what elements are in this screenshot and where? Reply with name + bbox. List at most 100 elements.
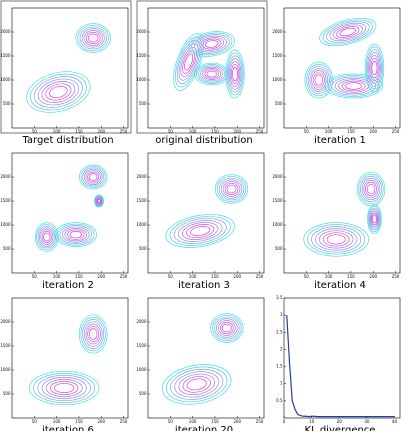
contour-line <box>33 76 83 108</box>
contour-line <box>85 170 101 184</box>
contour-line <box>180 46 197 78</box>
contour-line <box>324 73 383 99</box>
contour-line <box>49 380 79 396</box>
contour-line <box>83 321 103 347</box>
contour-line <box>226 184 237 194</box>
y-tick-label: 1000 <box>136 222 147 227</box>
contour-line <box>43 232 51 242</box>
x-tick-label: 200 <box>369 129 377 134</box>
contour-line <box>95 196 103 206</box>
contour-line <box>230 64 240 84</box>
contour-line <box>214 174 249 204</box>
contour-line <box>358 173 384 205</box>
contour-line <box>95 196 103 206</box>
contour-line <box>338 79 370 93</box>
contour-line <box>218 177 245 201</box>
contour-line <box>367 49 382 87</box>
contour-line <box>83 30 103 46</box>
contour-line <box>78 164 108 190</box>
contour-line <box>319 17 377 47</box>
contour-line <box>83 168 103 186</box>
y-tick-label: 2000 <box>136 174 147 179</box>
x-tick-label: 100 <box>53 419 61 424</box>
contour-line <box>199 37 225 51</box>
y-tick-label: 500 <box>139 391 147 396</box>
contour-line <box>186 224 215 238</box>
x-tick-label: 150 <box>75 419 83 424</box>
contour-line <box>307 224 366 255</box>
x-tick-label: 20 <box>337 419 343 424</box>
contour-line <box>322 232 350 247</box>
caption: iteration 1 <box>314 135 366 146</box>
contour-line <box>218 320 236 336</box>
contour-line <box>45 83 72 101</box>
y-tick-label: 3.5 <box>276 295 283 300</box>
x-tick-label: 150 <box>75 274 83 279</box>
y-tick-label: 500 <box>3 246 11 251</box>
contour-line <box>37 78 80 106</box>
plot-area <box>11 152 129 274</box>
x-tick-label: 150 <box>211 129 219 134</box>
contour-line <box>371 60 378 76</box>
contour-line <box>29 370 100 406</box>
contour-line <box>232 66 238 82</box>
x-tick-label: 50 <box>32 129 38 134</box>
contour-line <box>364 43 385 93</box>
contour-line <box>361 177 381 201</box>
contour-line <box>170 368 224 400</box>
x-tick-label: 250 <box>120 419 128 424</box>
contour-line <box>87 325 100 343</box>
contour-line <box>49 85 68 99</box>
plot-area <box>147 152 265 274</box>
caption: iteration 20 <box>175 425 233 431</box>
contour-line <box>166 366 228 403</box>
contour-line <box>79 26 107 50</box>
contour-line <box>212 314 242 342</box>
contour-line <box>370 211 379 227</box>
contour-line <box>306 63 332 97</box>
contour-line <box>188 31 236 57</box>
contour-line <box>30 73 87 111</box>
contour-line <box>227 55 243 93</box>
y-tick-label: 1000 <box>272 222 283 227</box>
plot-area <box>11 7 129 129</box>
x-tick-label: 100 <box>189 274 197 279</box>
x-tick-label: 50 <box>168 419 174 424</box>
x-tick-label: 50 <box>304 274 310 279</box>
contour-line <box>220 321 234 335</box>
x-tick-label: 150 <box>211 274 219 279</box>
y-tick-label: 1000 <box>136 77 147 82</box>
y-tick-label: 1000 <box>136 367 147 372</box>
y-tick-label: 500 <box>139 246 147 251</box>
contour-line <box>196 35 227 53</box>
x-tick-label: 50 <box>32 274 38 279</box>
contour-line <box>176 40 201 84</box>
caption: Target distribution <box>21 135 113 146</box>
contour-line <box>165 214 235 248</box>
contour-line <box>36 223 58 251</box>
contour-line <box>366 183 376 195</box>
contour-line <box>41 230 52 244</box>
contour-line <box>57 223 95 246</box>
contour-line <box>181 222 219 240</box>
contour-line <box>54 382 75 394</box>
contour-line <box>322 19 373 45</box>
x-tick-label: 40 <box>392 419 398 424</box>
x-tick-label: 200 <box>97 419 105 424</box>
contour-line <box>82 319 105 349</box>
x-tick-label: 200 <box>233 129 241 134</box>
contour-line <box>45 378 83 398</box>
x-tick-label: 100 <box>53 274 61 279</box>
panel-frame <box>0 0 132 134</box>
contour-line <box>169 216 231 246</box>
contour-line <box>311 226 362 253</box>
contour-line <box>175 36 203 88</box>
contour-line <box>33 372 96 404</box>
x-tick-label: 200 <box>233 274 241 279</box>
contour-line <box>77 24 109 52</box>
contour-line <box>200 66 224 82</box>
plot-area <box>283 152 401 274</box>
y-tick-label: 1000 <box>0 222 11 227</box>
contour-line <box>314 74 324 86</box>
y-tick-label: 2000 <box>136 29 147 34</box>
